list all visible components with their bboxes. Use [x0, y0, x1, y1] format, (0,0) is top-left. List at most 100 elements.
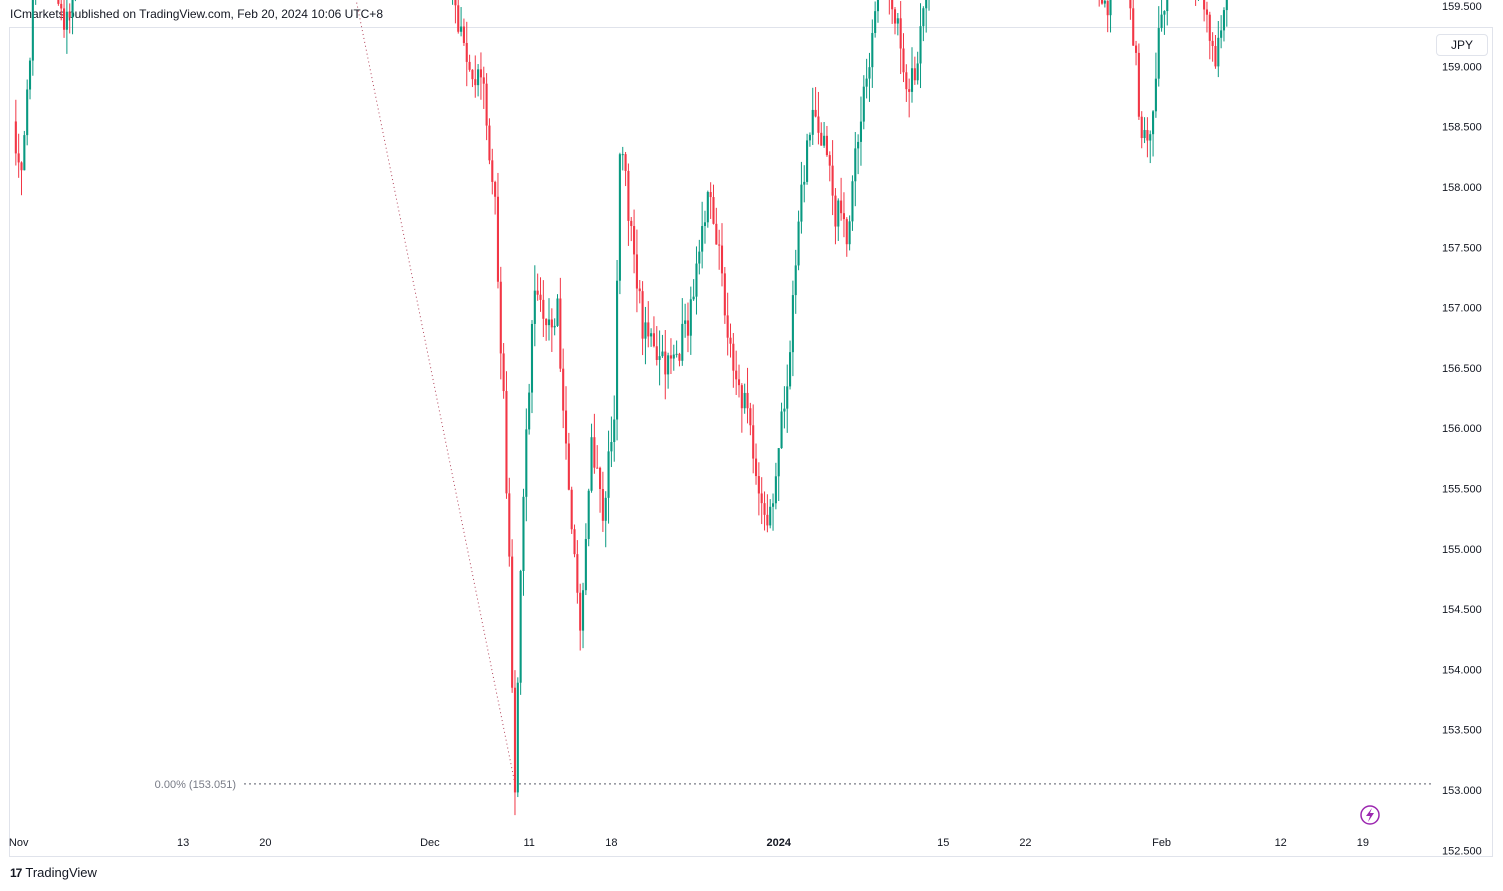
candle-body: [783, 408, 786, 412]
candle-body: [1225, 0, 1228, 11]
candle-body: [910, 68, 914, 92]
currency-selector[interactable]: JPY: [1436, 34, 1488, 56]
candle-body: [774, 476, 777, 504]
candle-body: [553, 325, 556, 328]
candle-body: [786, 386, 789, 409]
candle-body: [576, 554, 579, 593]
candle-body: [797, 221, 800, 266]
candle-body: [681, 323, 684, 361]
candle-body: [859, 121, 863, 142]
candle-body: [743, 392, 746, 409]
candle-body: [65, 11, 68, 30]
candle-body: [610, 441, 613, 452]
candle-body: [502, 353, 505, 392]
candle-body: [20, 162, 23, 171]
candle-body: [564, 410, 568, 444]
candle-body: [729, 337, 732, 344]
candle-body: [570, 489, 573, 530]
y-tick-label: 155.500: [1442, 484, 1482, 496]
time-axis: Nov 13 20 Dec 11 18 2024 15 22 Feb 12 19: [9, 837, 1369, 849]
candles-layer: [14, 0, 1228, 816]
candle-body: [913, 68, 916, 81]
candle-body: [516, 682, 519, 793]
candle-body: [806, 140, 809, 182]
y-tick-label: 156.000: [1442, 423, 1482, 435]
candle-body: [1154, 78, 1157, 112]
candle-body: [641, 291, 644, 339]
x-tick-label: Dec: [420, 837, 440, 849]
candle-body: [780, 411, 783, 449]
candle-body: [1208, 14, 1211, 41]
lightning-icon[interactable]: [1360, 805, 1380, 825]
candle-body: [766, 514, 769, 526]
candle-body: [1135, 45, 1138, 53]
candle-body: [820, 132, 823, 146]
candle-body: [845, 219, 848, 245]
y-tick-label: 153.000: [1442, 785, 1482, 797]
x-tick-label: 13: [177, 837, 189, 849]
candle-body: [57, 0, 60, 4]
candle-body: [652, 333, 655, 347]
candle-body: [706, 192, 709, 223]
candle-body: [647, 322, 650, 337]
candle-body: [1149, 134, 1152, 141]
candle-body: [616, 280, 619, 420]
x-tick-label: 2024: [766, 837, 791, 849]
candle-body: [1132, 8, 1135, 46]
candle-body: [1217, 37, 1220, 67]
fib-trend-line: [355, 0, 516, 784]
candle-body: [1211, 40, 1214, 47]
candle-body: [922, 8, 925, 27]
candle-body: [720, 245, 724, 274]
candle-body: [536, 290, 539, 295]
x-tick-label: 18: [605, 837, 617, 849]
chart-frame[interactable]: [9, 27, 1493, 857]
candle-body: [579, 592, 582, 631]
candle-body: [919, 26, 922, 64]
candle-body: [601, 489, 604, 521]
candle-body: [513, 687, 517, 793]
candle-body: [800, 184, 803, 222]
candle-body: [769, 506, 772, 526]
candle-body: [539, 294, 542, 300]
candle-body: [542, 299, 545, 319]
y-tick-label: 157.000: [1442, 303, 1482, 315]
candle-body: [550, 319, 553, 328]
candle-body: [590, 437, 593, 491]
candle-body: [530, 323, 534, 393]
candle-body: [28, 60, 32, 90]
candle-body: [737, 379, 741, 386]
candle-body: [533, 290, 536, 324]
candle-body: [468, 61, 471, 70]
x-tick-label: Nov: [9, 837, 29, 849]
tradingview-brand[interactable]: 17 TradingView: [10, 865, 97, 880]
candle-body: [23, 135, 26, 171]
candle-body: [678, 353, 681, 361]
x-tick-label: 12: [1275, 837, 1287, 849]
candle-body: [1103, 0, 1106, 4]
candle-body: [752, 425, 755, 459]
candle-body: [1222, 10, 1226, 31]
candle-body: [735, 370, 738, 380]
candle-body: [618, 154, 621, 281]
candle-body: [573, 529, 576, 555]
candle-body: [916, 63, 919, 81]
candle-body: [31, 0, 34, 61]
candle-body: [604, 497, 607, 521]
candle-body: [893, 9, 897, 24]
candle-body: [675, 353, 678, 355]
y-tick-label: 159.000: [1442, 61, 1482, 73]
y-tick-label: 158.500: [1442, 122, 1482, 134]
candle-body: [547, 319, 551, 326]
y-tick-label: 156.500: [1442, 363, 1482, 375]
candle-body: [803, 181, 806, 185]
candle-body: [1152, 111, 1155, 135]
candle-body: [777, 448, 780, 477]
candle-body: [817, 116, 820, 133]
candle-body: [709, 192, 712, 198]
candle-body: [661, 351, 664, 357]
candle-body: [1140, 116, 1143, 139]
candle-body: [474, 79, 477, 86]
candle-body: [672, 354, 675, 359]
